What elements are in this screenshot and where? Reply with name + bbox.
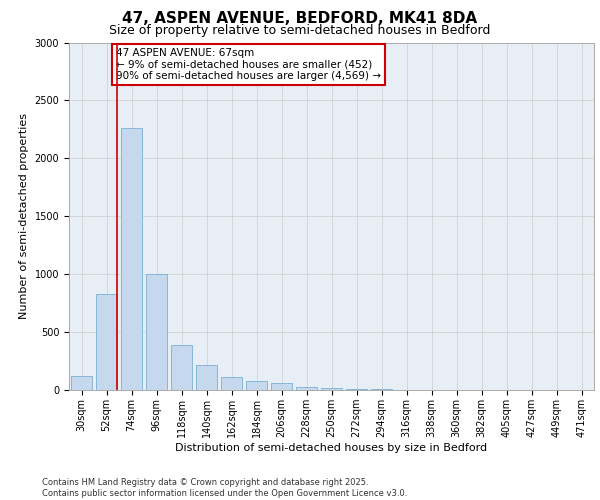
Y-axis label: Number of semi-detached properties: Number of semi-detached properties	[19, 114, 29, 320]
X-axis label: Distribution of semi-detached houses by size in Bedford: Distribution of semi-detached houses by …	[175, 442, 488, 452]
Text: Contains HM Land Registry data © Crown copyright and database right 2025.
Contai: Contains HM Land Registry data © Crown c…	[42, 478, 407, 498]
Text: Size of property relative to semi-detached houses in Bedford: Size of property relative to semi-detach…	[109, 24, 491, 37]
Bar	[146, 274, 167, 390]
Text: 47 ASPEN AVENUE: 67sqm
← 9% of semi-detached houses are smaller (452)
90% of sem: 47 ASPEN AVENUE: 67sqm ← 9% of semi-deta…	[116, 48, 381, 81]
Bar	[221, 378, 242, 390]
Bar	[71, 376, 92, 390]
Bar	[246, 380, 267, 390]
Text: 47, ASPEN AVENUE, BEDFORD, MK41 8DA: 47, ASPEN AVENUE, BEDFORD, MK41 8DA	[122, 11, 478, 26]
Bar	[121, 128, 142, 390]
Bar	[271, 383, 292, 390]
Bar	[321, 388, 342, 390]
Bar	[171, 345, 192, 390]
Bar	[346, 389, 367, 390]
Bar	[196, 364, 217, 390]
Bar	[96, 294, 117, 390]
Bar	[296, 386, 317, 390]
